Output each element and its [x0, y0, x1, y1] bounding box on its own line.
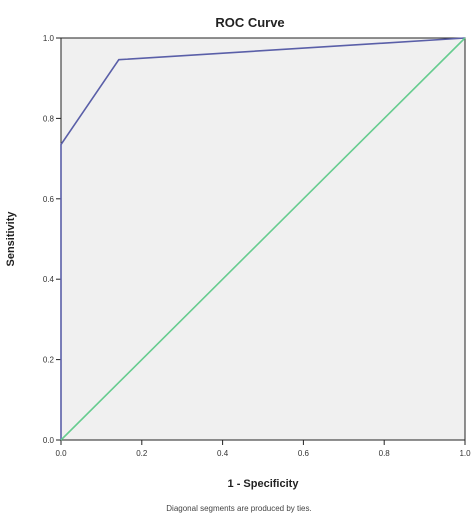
series-layer: [60, 37, 466, 441]
y-tick-label: 0.0: [43, 436, 55, 445]
y-tick-label: 0.4: [43, 275, 55, 284]
y-tick-label: 0.6: [43, 195, 55, 204]
x-tick-label: 0.4: [217, 449, 229, 458]
x-axis: 0.0 0.2 0.4 0.6 0.8 1.0: [55, 440, 471, 458]
x-tick-label: 0.6: [298, 449, 310, 458]
roc-curve-line: [60, 37, 466, 440]
y-tick-label: 1.0: [43, 34, 55, 43]
footnote: Diagonal segments are produced by ties.: [166, 504, 311, 513]
y-tick-label: 0.2: [43, 356, 55, 365]
x-tick-label: 0.0: [55, 449, 67, 458]
x-tick-label: 0.2: [136, 449, 148, 458]
y-tick-label: 0.8: [43, 114, 55, 123]
y-axis: 0.0 0.2 0.4 0.6 0.8 1.0: [43, 34, 61, 445]
y-axis-label: Sensitivity: [5, 211, 17, 267]
x-tick-label: 0.8: [379, 449, 391, 458]
x-tick-label: 1.0: [459, 449, 471, 458]
chart-title: ROC Curve: [215, 15, 284, 30]
reference-line: [60, 37, 466, 441]
x-axis-label: 1 - Specificity: [228, 478, 300, 490]
